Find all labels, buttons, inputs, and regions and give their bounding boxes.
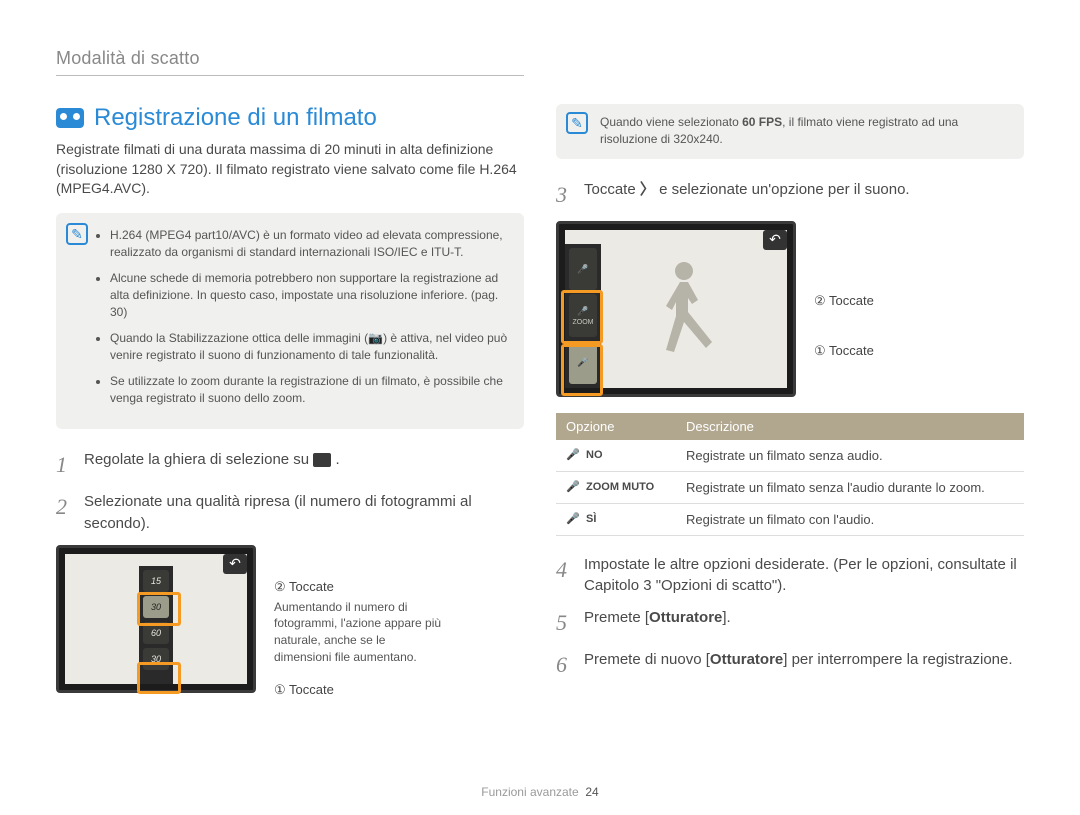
callout-touch-1: ① Toccate — [814, 343, 874, 359]
back-button[interactable]: ↶ — [223, 554, 247, 574]
camera-screen-sound: ↶ 🎤 🎤ZOOM 🎤 — [556, 221, 796, 397]
step-text: Premete di nuovo [ — [584, 651, 710, 668]
step-number: 3 — [556, 179, 574, 211]
note-item: Alcune schede di memoria potrebbero non … — [110, 270, 508, 322]
sound-option[interactable]: 🎤 — [569, 248, 597, 291]
highlight-box — [561, 290, 603, 344]
step-text: Premete [ — [584, 609, 649, 626]
step-number: 4 — [556, 554, 574, 598]
chevron-right-icon: 〉 — [640, 179, 655, 201]
note-item: Quando la Stabilizzazione ottica delle i… — [110, 330, 508, 365]
note-item: H.264 (MPEG4 part10/AVC) è un formato vi… — [110, 227, 508, 262]
breadcrumb: Modalità di scatto — [56, 48, 524, 76]
step-number: 5 — [556, 607, 574, 639]
step-text: Toccate — [584, 181, 640, 198]
table-header: Opzione — [556, 413, 676, 440]
sound-options-table: Opzione Descrizione 🎤NO Registrate un fi… — [556, 413, 1024, 536]
note-item: Se utilizzate lo zoom durante la registr… — [110, 373, 508, 408]
table-row: 🎤NO Registrate un filmato senza audio. — [556, 440, 1024, 472]
note-box: ✎ H.264 (MPEG4 part10/AVC) è un formato … — [56, 213, 524, 430]
step-text: Impostate le altre opzioni desiderate. (… — [584, 554, 1024, 598]
note-icon: ✎ — [66, 223, 88, 245]
step-number: 2 — [56, 491, 74, 535]
highlight-box — [561, 344, 603, 396]
table-cell: Registrate un filmato senza audio. — [676, 440, 1024, 472]
note-icon: ✎ — [566, 112, 588, 134]
camcorder-icon — [56, 108, 84, 128]
step-number: 6 — [556, 649, 574, 681]
callout-touch-1: ① Toccate — [274, 682, 444, 698]
step-number: 1 — [56, 449, 74, 481]
table-row: 🎤SÌ Registrate un filmato con l'audio. — [556, 503, 1024, 535]
table-cell: Registrate un filmato con l'audio. — [676, 503, 1024, 535]
fps-note-box: ✎ Quando viene selezionato 60 FPS, il fi… — [556, 104, 1024, 159]
callout-touch-2: ② Toccate — [274, 579, 444, 595]
highlight-box — [137, 662, 181, 694]
mic-off-icon: 🎤 — [566, 448, 580, 461]
page-footer: Funzioni avanzate 24 — [0, 785, 1080, 799]
step-text: Regolate la ghiera di selezione su — [84, 451, 313, 468]
step-text: e selezionate un'opzione per il suono. — [659, 181, 910, 198]
step-text: Selezionate una qualità ripresa (il nume… — [84, 491, 524, 535]
intro-text: Registrate filmati di una durata massima… — [56, 140, 524, 199]
fps-option[interactable]: 15 — [143, 570, 169, 592]
table-row: 🎤ZOOM MUTO Registrate un filmato senza l… — [556, 471, 1024, 503]
callout-touch-2: ② Toccate — [814, 293, 874, 309]
back-button[interactable]: ↶ — [763, 230, 787, 250]
table-header: Descrizione — [676, 413, 1024, 440]
figure-silhouette-icon — [644, 254, 724, 364]
mic-zoom-icon: 🎤 — [566, 480, 580, 493]
mode-dial-icon — [313, 453, 331, 467]
table-cell: Registrate un filmato senza l'audio dura… — [676, 471, 1024, 503]
section-title: Registrazione di un filmato — [94, 104, 377, 132]
mic-on-icon: 🎤 — [566, 512, 580, 525]
camera-screen-fps: ↶ 15 30 60 30 — [56, 545, 256, 693]
callout-caption: Aumentando il numero di fotogrammi, l'az… — [274, 599, 444, 666]
highlight-box — [137, 592, 181, 626]
